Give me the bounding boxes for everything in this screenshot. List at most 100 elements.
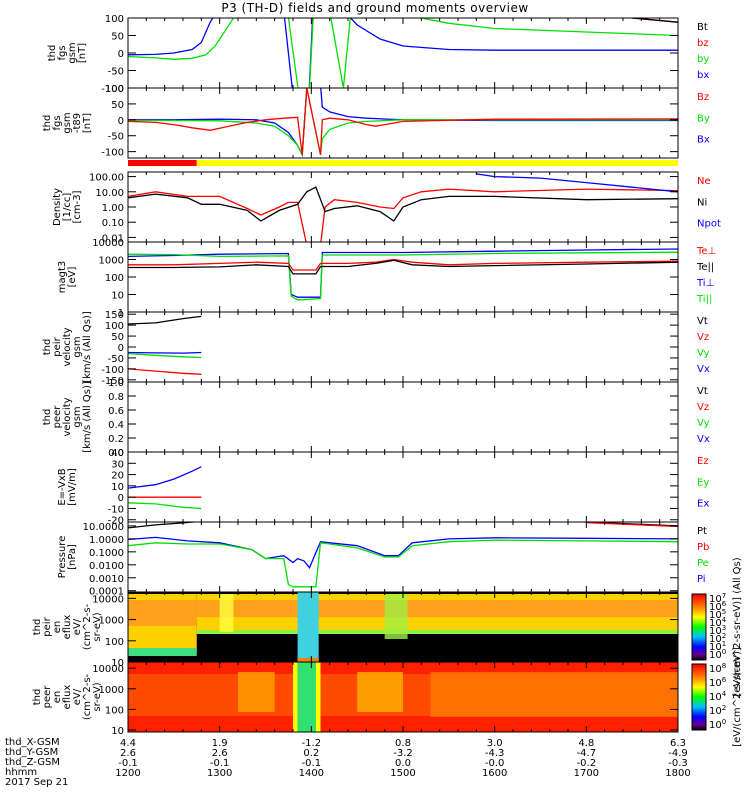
ytick-label: -100 [101,365,124,376]
colorbar-label: [eV/(cm^2-s-sr-eV)] (All Qs) [732,557,743,696]
ytick-label: 0.6 [108,406,124,417]
ytick-label: -10 [108,504,124,515]
legend-Ez: Ez [697,456,709,467]
ylabel-peir-spec: eflux [62,615,73,640]
ytick-label: 1.0000 [89,535,124,546]
ylabel-peir-velocity: peir [52,336,63,356]
legend-Vx: Vx [697,434,710,445]
panel-frame [127,521,679,593]
legend-Pt: Pt [697,526,707,537]
ytick-label: 10 [111,658,124,669]
series-Vz [128,368,202,375]
legend-Pi: Pi [697,574,706,585]
xrow-label-y: thd_Y-GSM [5,747,59,758]
ytick-label: 0.01 [102,233,124,244]
ylabel-peir-velocity: gsm [72,336,83,357]
legend-Vz: Vz [697,332,709,343]
series-by [128,18,678,88]
colorbar-tick: 100 [709,648,726,661]
series-Ex [128,466,202,489]
legend-Vt: Vt [697,316,708,327]
legend-Bz: Bz [697,92,709,103]
panel-fgs-gsm-t89: Bz By Bx 100 50 0 -50 -100 thd fgs gsm -t89 [nT] [42,84,710,159]
xaxis-value: 0.8 [395,738,411,749]
ytick-label: 1.0 [108,378,124,389]
ytick-label: 0.8 [108,392,124,403]
xaxis-value: 1200 [115,768,140,779]
xaxis-value: 4.8 [578,738,594,749]
xaxis-value: -0.1 [118,758,138,769]
ylabel-peer-velocity: [km/s (All Qs)] [82,381,93,453]
xaxis-value: -4.9 [668,748,688,759]
colorbar-peir-spec [691,593,707,661]
xaxis-value: 1600 [482,768,507,779]
ytick-label: 0.0001 [89,587,124,598]
ytick-label: 100 [105,84,124,95]
ytick-label: 1000 [99,616,124,627]
ytick-label: -150 [101,376,124,387]
colorbar-tick: 104 [709,690,727,703]
plot-title: P3 (TH-D) fields and ground moments over… [221,1,529,15]
ylabel-fgs-gsm-t89: gsm [62,112,73,133]
xaxis-value: -0.1 [302,758,322,769]
panel-frame [127,451,679,523]
xaxis-value: -0.1 [210,758,230,769]
colorbar-tick: 100 [709,718,726,731]
panel-temperature: Te⊥ Te|| Ti⊥ Ti|| 10000 1000 100 10 1 magt3 [eV] [57,238,716,319]
xrow-label-x: thd_X-GSM [5,737,60,748]
ylabel-density: Density [52,188,63,226]
ytick-label: 0 [118,493,124,504]
xaxis-value: -4.3 [485,748,505,759]
ylabel-peir-velocity: velocity [62,327,73,366]
series-Bz [128,88,678,155]
legend-Vz: Vz [697,402,709,413]
ytick-label: 10.0000 [83,522,124,533]
ytick-label: 30 [111,459,124,470]
series-Ti|| [128,251,678,301]
ylabel-peer-velocity: velocity [62,397,73,436]
xaxis-value: 1300 [207,768,232,779]
xaxis-value: 2.6 [120,748,136,759]
ytick-label: -50 [108,67,124,78]
ylabel-e-field: E=-VxB [57,468,68,505]
mode-bar-segment [128,160,197,166]
xaxis-value: 1500 [390,768,415,779]
series-Pb [586,522,678,528]
panel-peer-velocity: Vt Vz Vy Vx 1.0 0.8 0.6 0.4 0.2 0.0 thd peer velocit… [42,378,710,459]
ylabel-peer-velocity: thd [42,409,53,426]
xaxis-value: 1700 [574,768,599,779]
legend-Vt: Vt [697,386,708,397]
xaxis-value: 3.0 [487,738,503,749]
series-Ni [128,186,678,222]
ytick-label: 10000 [92,238,124,249]
ylabel-temperature: magt3 [57,261,68,294]
panel-frame [127,311,679,383]
colorbar-tick: 102 [709,704,726,717]
xaxis-value: 1.9 [212,738,228,749]
series-By [128,88,678,158]
ytick-label: 1 [118,308,124,319]
ylabel-temperature: [eV] [67,267,78,288]
ytick-label: 50 [111,32,124,43]
ytick-label: 0.0 [108,448,124,459]
legend-by: by [697,54,709,65]
ylabel-fgs-gsm: [nT] [77,43,88,63]
legend-By: By [697,113,710,124]
ytick-label: 10.00 [95,188,124,199]
panel-frame [127,87,679,159]
series-Npot [476,173,678,193]
ylabel-fgs-gsm-t89: [nT] [82,113,93,133]
ytick-label: 100 [105,273,124,284]
ylabel-peer-spec: eflux [62,685,73,710]
ytick-label: 0.2 [108,434,124,445]
panel-frame [127,17,679,89]
series-Te⊥ [128,258,678,271]
ytick-label: 150 [105,310,124,321]
ylabel-peir-spec: (cm^2-s- [82,603,93,650]
ylabel-peer-spec: thd [32,689,43,706]
panel-fgs-gsm: Bt bz by bx 100 50 0 -50 -100 thd fgs gsm [nT] [47,14,709,95]
ylabel-peer-velocity: peer [52,405,63,429]
